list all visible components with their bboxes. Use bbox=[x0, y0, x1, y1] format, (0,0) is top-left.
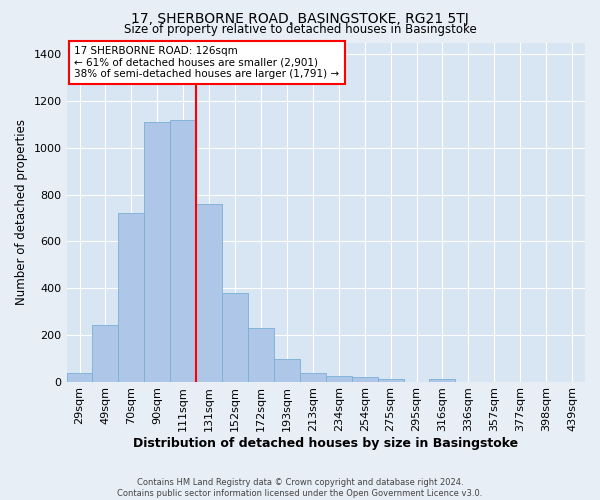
Text: 17 SHERBORNE ROAD: 126sqm
← 61% of detached houses are smaller (2,901)
38% of se: 17 SHERBORNE ROAD: 126sqm ← 61% of detac… bbox=[74, 46, 340, 79]
Bar bbox=[170, 120, 196, 382]
Bar bbox=[196, 204, 222, 382]
Bar bbox=[430, 379, 455, 382]
Text: 17, SHERBORNE ROAD, BASINGSTOKE, RG21 5TJ: 17, SHERBORNE ROAD, BASINGSTOKE, RG21 5T… bbox=[131, 12, 469, 26]
Bar bbox=[248, 328, 274, 382]
Bar bbox=[67, 374, 92, 382]
Bar bbox=[274, 360, 300, 382]
Text: Contains HM Land Registry data © Crown copyright and database right 2024.
Contai: Contains HM Land Registry data © Crown c… bbox=[118, 478, 482, 498]
Bar bbox=[377, 379, 404, 382]
Bar bbox=[352, 377, 377, 382]
Text: Size of property relative to detached houses in Basingstoke: Size of property relative to detached ho… bbox=[124, 22, 476, 36]
Bar bbox=[145, 122, 170, 382]
Bar bbox=[222, 292, 248, 382]
X-axis label: Distribution of detached houses by size in Basingstoke: Distribution of detached houses by size … bbox=[133, 437, 518, 450]
Bar bbox=[92, 326, 118, 382]
Bar bbox=[326, 376, 352, 382]
Bar bbox=[118, 213, 145, 382]
Bar bbox=[300, 374, 326, 382]
Y-axis label: Number of detached properties: Number of detached properties bbox=[15, 119, 28, 305]
